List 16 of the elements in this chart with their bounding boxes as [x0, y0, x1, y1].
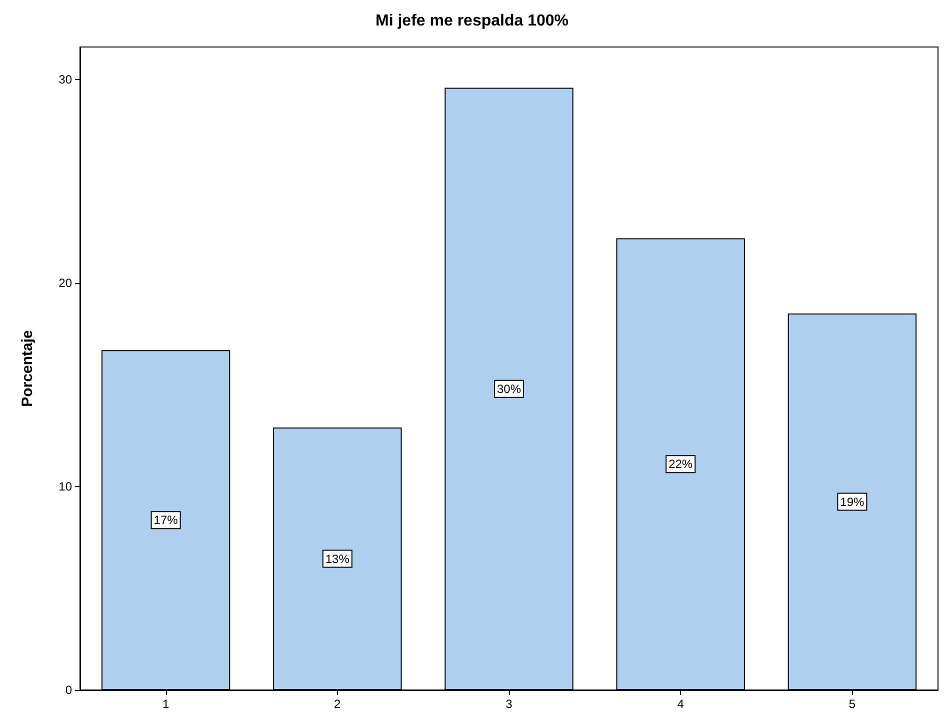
data-label: 13%: [325, 552, 350, 566]
y-tick-label: 20: [58, 276, 72, 290]
data-label: 30%: [496, 382, 522, 396]
data-label: 22%: [668, 457, 693, 472]
x-tick-label: 3: [506, 697, 513, 711]
x-tick-label: 4: [677, 697, 684, 711]
y-tick-label: 0: [65, 683, 72, 697]
x-tick-label: 1: [162, 697, 170, 711]
x-tick-label: 5: [848, 697, 856, 711]
data-label: 19%: [840, 494, 865, 509]
x-tick-label: 2: [334, 697, 342, 711]
chart-title: Mi jefe me respalda 100%: [376, 12, 568, 30]
y-tick-label: 30: [58, 72, 72, 87]
y-tick-label: 10: [58, 480, 72, 494]
y-axis-title: Porcentaje: [19, 330, 36, 407]
data-label: 17%: [154, 513, 178, 528]
